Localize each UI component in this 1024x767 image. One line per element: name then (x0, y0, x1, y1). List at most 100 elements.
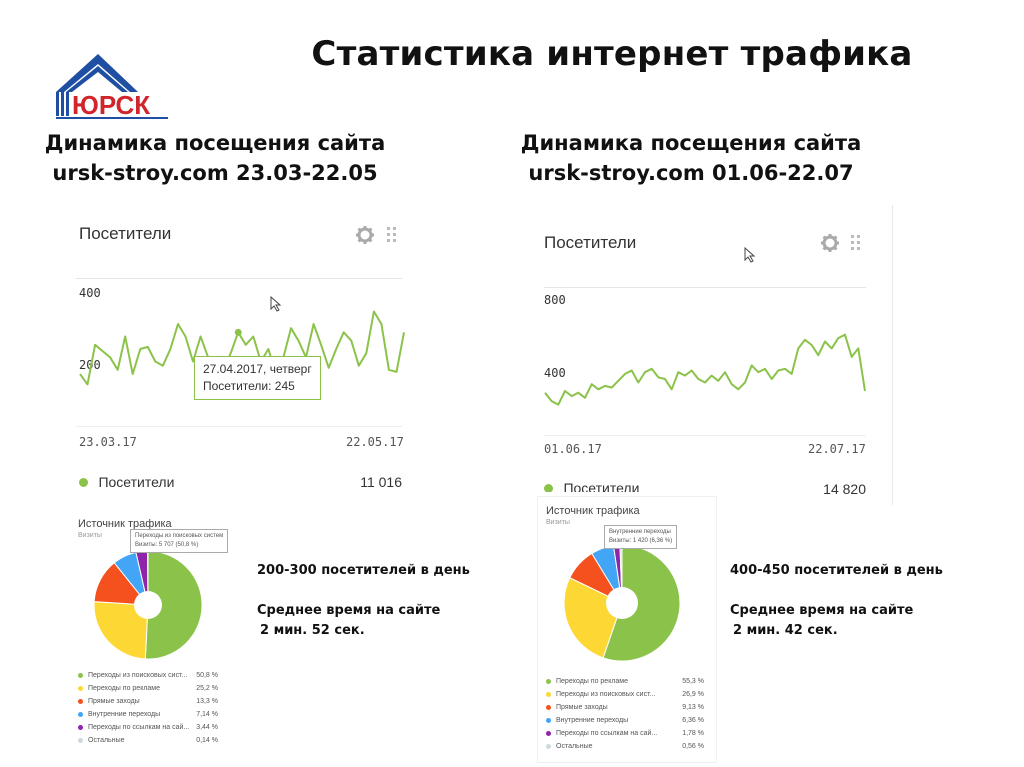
right-pie-legend-row[interactable]: Переходы по ссылкам на сай... 1,78 % (546, 727, 704, 740)
legend-dot-icon (544, 484, 553, 492)
left-pie-legend-row[interactable]: Прямые заходы 13,3 % (78, 695, 218, 708)
right-widget-title: Посетители (544, 233, 637, 252)
right-pie-tooltip-value: Визиты: 1 420 (6,36 %) (609, 538, 673, 544)
right-visitors-widget: Посетители 800 400 01.06.17 22.07.17 14 … (540, 205, 893, 505)
left-pie-tooltip-label: Переходы из поисковых систем (135, 533, 224, 539)
right-pie-legend: Переходы по рекламе 55,3 % Переходы из пои… (546, 675, 704, 753)
left-legend-label: Посетители (98, 474, 175, 490)
right-pie-tooltip-label: Внутренние переходы (609, 529, 671, 535)
left-top-divider (76, 278, 402, 279)
right-top-divider (544, 287, 866, 288)
right-pie-legend-value: 9,13 % (682, 704, 704, 711)
right-pie-legend-label: Внутренние переходы (556, 717, 629, 724)
left-visitors-hover-point[interactable] (234, 328, 242, 336)
left-pie-tooltip: Переходы из поисковых систем Визиты: 5 7… (130, 529, 229, 553)
left-avg-time-label: Среднее время на сайте (257, 603, 441, 618)
right-pie-legend-value: 1,78 % (682, 730, 704, 737)
right-pie-legend-label: Остальные (556, 743, 593, 750)
gear-icon[interactable] (355, 225, 375, 245)
right-pie-legend-value: 6,36 % (682, 717, 704, 724)
left-pie-legend-value: 7,14 % (196, 711, 218, 718)
left-pie-legend-row[interactable]: Переходы по ссылкам на сай... 3,44 % (78, 721, 218, 734)
left-pie-legend-value: 0,14 % (196, 737, 218, 744)
legend-dot-icon (79, 478, 88, 487)
left-stats: 200-300 посетителей в день Среднее время… (257, 561, 470, 641)
right-visitors-chart (544, 333, 866, 406)
left-pie-legend-row[interactable]: Переходы из поисковых сист... 50,8 % (78, 669, 218, 682)
left-heading-line1: Динамика посещения сайта (44, 131, 386, 155)
legend-dot-icon (78, 724, 83, 730)
cursor-arrow-icon (270, 296, 282, 312)
left-widget-title: Посетители (79, 224, 172, 243)
legend-dot-icon (546, 717, 551, 723)
right-legend[interactable]: Посетители (544, 480, 639, 492)
right-pie-legend-row[interactable]: Переходы по рекламе 55,3 % (546, 675, 704, 688)
right-pie-subtitle: Визиты (546, 519, 570, 526)
right-pie-title: Источник трафика (546, 505, 640, 517)
right-date-end: 22.07.17 (808, 442, 866, 456)
left-visitors-widget: Посетители 400 200 23.03.17 22.05.17 27.… (76, 212, 410, 502)
left-visitors-chart (79, 310, 405, 386)
right-heading-line2: ursk-stroy.com 01.06-22.07 (528, 161, 854, 185)
legend-dot-icon (546, 743, 551, 749)
right-avg-time-label: Среднее время на сайте (730, 603, 914, 618)
left-pie-legend-value: 3,44 % (196, 724, 218, 731)
left-pie-slice-0[interactable] (144, 550, 203, 660)
left-pie-legend-row[interactable]: Остальные 0,14 % (78, 734, 218, 747)
legend-dot-icon (546, 730, 551, 736)
left-date-end: 22.05.17 (346, 435, 404, 449)
logo-text: ЮРСК (72, 90, 150, 120)
logo-house-icon: ЮРСК (56, 54, 168, 120)
right-traffic-source-widget: Источник трафика Визиты Внутренние перех… (537, 496, 717, 763)
left-avg-time-value: 2 мин. 52 сек. (260, 623, 365, 638)
left-pie-legend-row[interactable]: Переходы по рекламе 25,2 % (78, 682, 218, 695)
right-pie-legend-row[interactable]: Внутренние переходы 6,36 % (546, 714, 704, 727)
left-traffic-pie (93, 550, 203, 660)
gear-icon[interactable] (820, 233, 840, 253)
left-legend[interactable]: Посетители (79, 474, 174, 492)
legend-dot-icon (78, 698, 83, 704)
left-pie-legend-value: 25,2 % (196, 685, 218, 692)
left-pie-legend-label: Переходы по рекламе (88, 685, 161, 692)
right-pie-legend-row[interactable]: Прямые заходы 9,13 % (546, 701, 704, 714)
left-visitors-series-line (79, 310, 405, 386)
right-pie-legend-value: 55,3 % (682, 678, 704, 685)
left-chart-tooltip: 27.04.2017, четверг Посетители: 245 (194, 356, 321, 400)
page-title: Статистика интернет трафика (311, 34, 913, 74)
right-pie-legend-label: Прямые заходы (556, 704, 608, 711)
drag-handle-icon[interactable] (850, 234, 862, 252)
left-heading: Динамика посещения сайта ursk-stroy.com … (30, 128, 400, 188)
right-avg-time-value: 2 мин. 42 сек. (733, 623, 838, 638)
right-daily-visitors: 400-450 посетителей в день (730, 563, 943, 578)
right-pie-legend-row[interactable]: Остальные 0,56 % (546, 740, 704, 753)
right-heading: Динамика посещения сайта ursk-stroy.com … (506, 128, 876, 188)
left-pie-legend-row[interactable]: Внутренние переходы 7,14 % (78, 708, 218, 721)
right-pie-legend-label: Переходы из поисковых сист... (556, 691, 656, 698)
company-logo: ЮРСК (52, 48, 172, 124)
right-pie-tooltip: Внутренние переходы Визиты: 1 420 (6,36 … (604, 525, 678, 549)
legend-dot-icon (546, 678, 551, 684)
left-traffic-source-widget: Источник трафика Визиты Переходы из поис… (72, 515, 232, 747)
left-tooltip-date: 27.04.2017, четверг (203, 362, 312, 376)
left-pie-slice-1[interactable] (93, 601, 149, 660)
right-stats: 400-450 посетителей в день Среднее время… (730, 561, 943, 641)
legend-dot-icon (78, 685, 83, 691)
right-total: 14 820 (823, 481, 866, 497)
left-pie-title: Источник трафика (78, 518, 172, 530)
cursor-arrow-icon (744, 247, 756, 263)
drag-handle-icon[interactable] (386, 226, 398, 244)
left-pie-subtitle: Визиты (78, 532, 102, 539)
right-date-start: 01.06.17 (544, 442, 602, 456)
left-y-tick-400: 400 (79, 286, 101, 300)
right-pie-legend-label: Переходы по рекламе (556, 678, 629, 685)
left-bottom-divider (76, 426, 402, 427)
left-daily-visitors: 200-300 посетителей в день (257, 563, 470, 578)
left-y-tick-200: 200 (79, 358, 101, 372)
right-pie-legend-row[interactable]: Переходы из поисковых сист... 26,9 % (546, 688, 704, 701)
left-tooltip-value: Посетители: 245 (203, 379, 295, 393)
left-pie-legend-label: Остальные (88, 737, 125, 744)
right-y-tick-400: 400 (544, 366, 566, 380)
right-pie-legend-label: Переходы по ссылкам на сай... (556, 730, 658, 737)
legend-dot-icon (78, 711, 83, 717)
left-pie-legend-value: 50,8 % (196, 672, 218, 679)
